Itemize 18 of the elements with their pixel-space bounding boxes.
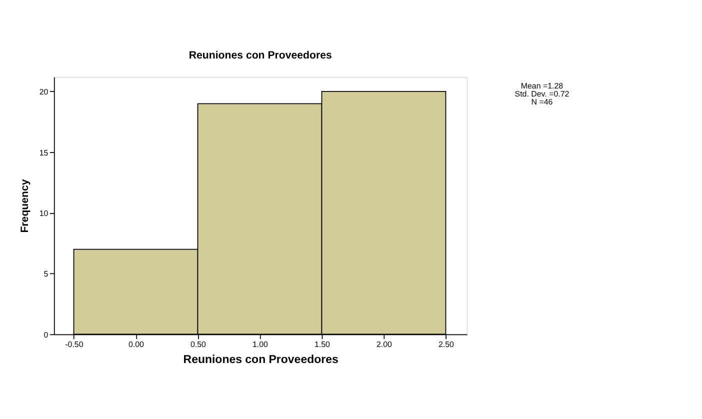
- y-tick-label: 10: [39, 208, 49, 218]
- text: N =46: [531, 97, 554, 106]
- y-tick-label: 0: [44, 330, 49, 340]
- y-tick-label: 15: [39, 148, 49, 158]
- y-tick-label: 20: [39, 88, 49, 97]
- x-tick-label: 1.00: [252, 340, 269, 350]
- chart-title: Reuniones con Proveedores: [188, 49, 332, 62]
- y-tick-label: 5: [44, 270, 49, 279]
- x-axis-title: Reuniones con Proveedores: [183, 354, 338, 366]
- text: Std. Dev. =0.72: [514, 89, 570, 98]
- x-tick-label: 0.50: [190, 340, 207, 350]
- x-tick-label: 0.00: [128, 340, 145, 350]
- y-axis-title: Frequency: [18, 179, 31, 233]
- x-tick-label: 1.50: [314, 340, 330, 350]
- x-tick-label: 2.00: [376, 340, 392, 350]
- text: Mean =1.28: [520, 81, 564, 90]
- x-tick-label: -0.50: [65, 340, 84, 350]
- x-tick-label: 2.50: [438, 340, 454, 350]
